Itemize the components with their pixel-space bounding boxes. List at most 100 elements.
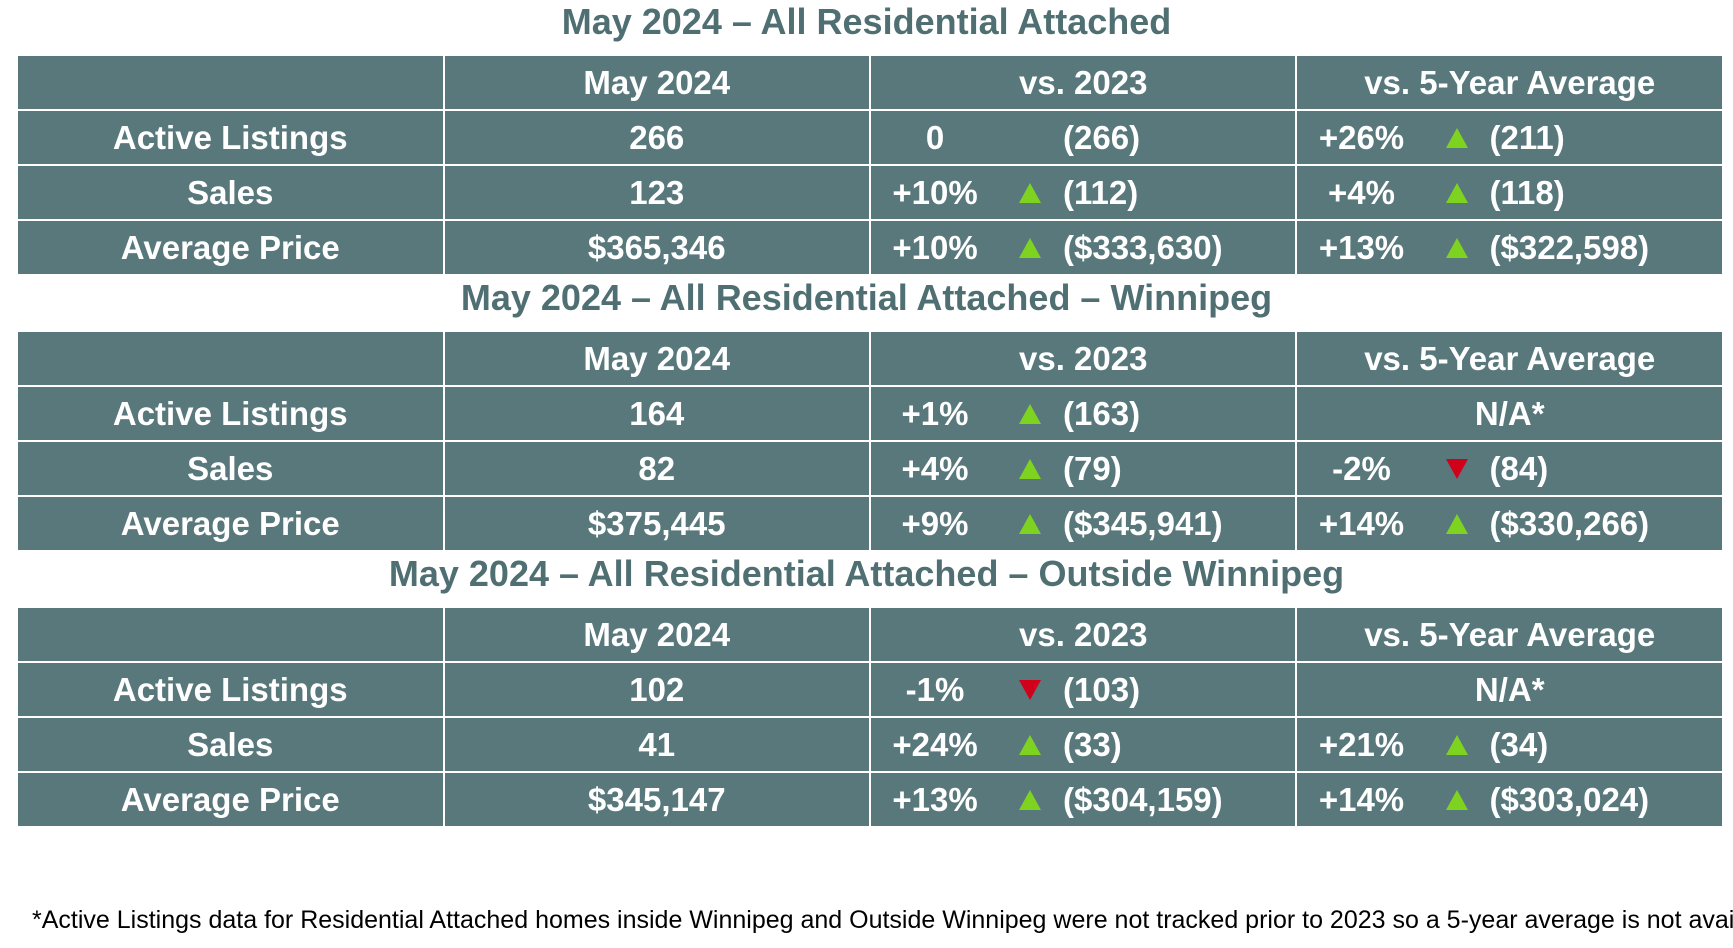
percent-change: -1% — [868, 661, 1000, 718]
arrow-up-icon — [1445, 237, 1468, 258]
percent-change: 0 — [868, 109, 1000, 166]
current-value: $375,445 — [442, 495, 871, 552]
current-value: $365,346 — [442, 219, 871, 276]
percent-change: +13% — [868, 771, 1000, 828]
comparison-cell: (211) — [1425, 109, 1725, 166]
percent-change: +10% — [868, 164, 1000, 221]
arrow-up-icon — [1445, 734, 1468, 755]
comparison-cell: ($304,159) — [999, 771, 1298, 828]
arrow-up-icon — [1019, 734, 1042, 755]
percent-change: +24% — [868, 716, 1000, 773]
stats-table: May 2024 vs. 2023 vs. 5-Year Average Active… — [16, 54, 1725, 276]
comparison-cell: (266) — [999, 109, 1298, 166]
footnote: *Active Listings data for Residential At… — [32, 906, 1733, 934]
table-row-active-listings: Active Listings 102 -1% (103) N/A* — [16, 661, 1724, 718]
arrow-up-icon — [1445, 789, 1468, 810]
comparison-cell: ($333,630) — [999, 219, 1298, 276]
comparison-cell: (103) — [999, 661, 1298, 718]
column-header — [16, 606, 445, 663]
not-available-value: N/A* — [1295, 661, 1724, 718]
row-label: Active Listings — [16, 385, 445, 442]
arrow-up-icon — [1445, 127, 1468, 148]
previous-value: ($303,024) — [1489, 780, 1650, 818]
column-header: May 2024 — [442, 54, 871, 111]
stats-table: May 2024 vs. 2023 vs. 5-Year Average Active… — [16, 606, 1725, 828]
column-header — [16, 54, 445, 111]
previous-value: (118) — [1489, 173, 1565, 211]
row-label: Sales — [16, 440, 445, 497]
current-value: 82 — [442, 440, 871, 497]
row-label: Average Price — [16, 771, 445, 828]
previous-value: (103) — [1063, 670, 1141, 708]
previous-value: (211) — [1489, 118, 1565, 156]
table-row-sales: Sales 41 +24% (33) +21% (34) — [16, 716, 1725, 773]
arrow-up-icon — [1019, 458, 1042, 479]
comparison-cell: ($330,266) — [1425, 495, 1725, 552]
percent-change: +10% — [868, 219, 1000, 276]
previous-value: ($345,941) — [1063, 504, 1223, 542]
previous-value: ($330,266) — [1489, 504, 1650, 542]
comparison-cell: ($345,941) — [999, 495, 1298, 552]
header-row: May 2024 vs. 2023 vs. 5-Year Average — [16, 54, 1724, 111]
percent-change: +14% — [1295, 495, 1426, 552]
arrow-up-icon — [1445, 513, 1468, 534]
table-title: May 2024 – All Residential Attached – Wi… — [460, 277, 1273, 318]
column-header: vs. 2023 — [868, 606, 1298, 663]
arrow-up-icon — [1019, 789, 1042, 810]
column-header: vs. 5-Year Average — [1295, 606, 1724, 663]
comparison-cell: (33) — [999, 716, 1298, 773]
current-value: 164 — [442, 385, 871, 442]
row-label: Average Price — [16, 219, 445, 276]
comparison-cell: (163) — [999, 385, 1298, 442]
column-header: vs. 2023 — [868, 54, 1298, 111]
table-title: May 2024 – All Residential Attached – Ou… — [388, 553, 1345, 594]
column-header: May 2024 — [442, 330, 871, 387]
column-header: vs. 2023 — [868, 330, 1298, 387]
header-row: May 2024 vs. 2023 vs. 5-Year Average — [16, 606, 1724, 663]
arrow-up-icon — [1019, 182, 1042, 203]
percent-change: -2% — [1295, 440, 1426, 497]
row-label: Average Price — [16, 495, 445, 552]
table-row-sales: Sales 82 +4% (79) -2% (84) — [16, 440, 1725, 497]
previous-value: (84) — [1489, 449, 1549, 487]
column-header: vs. 5-Year Average — [1295, 330, 1724, 387]
comparison-cell: (118) — [1425, 164, 1725, 221]
row-label: Active Listings — [16, 661, 445, 718]
percent-change: +13% — [1295, 219, 1426, 276]
comparison-cell: (84) — [1425, 440, 1725, 497]
percent-change: +26% — [1295, 109, 1426, 166]
percent-change: +4% — [1295, 164, 1426, 221]
previous-value: ($304,159) — [1063, 780, 1223, 818]
column-header — [16, 330, 445, 387]
arrow-up-icon — [1445, 182, 1468, 203]
previous-value: ($333,630) — [1063, 228, 1223, 266]
table-row-average-price: Average Price $375,445 +9% ($345,941) +14% ($… — [16, 495, 1725, 552]
table-row-active-listings: Active Listings 164 +1% (163) N/A* — [16, 385, 1724, 442]
current-value: 266 — [442, 109, 871, 166]
current-value: 41 — [442, 716, 871, 773]
table-row-average-price: Average Price $365,346 +10% ($333,630) +13% (… — [16, 219, 1725, 276]
percent-change: +1% — [868, 385, 1000, 442]
comparison-cell: (112) — [999, 164, 1298, 221]
comparison-cell: (79) — [999, 440, 1298, 497]
comparison-cell: ($322,598) — [1425, 219, 1725, 276]
table-title: May 2024 – All Residential Attached — [561, 1, 1172, 42]
percent-change: +4% — [868, 440, 1000, 497]
row-label: Active Listings — [16, 109, 445, 166]
arrow-up-icon — [1019, 513, 1042, 534]
percent-change: +9% — [868, 495, 1000, 552]
previous-value: (163) — [1063, 394, 1141, 432]
previous-value: ($322,598) — [1489, 228, 1650, 266]
percent-change: +14% — [1295, 771, 1426, 828]
arrow-up-icon — [1019, 403, 1042, 424]
previous-value: (34) — [1489, 725, 1549, 763]
comparison-cell: ($303,024) — [1425, 771, 1725, 828]
header-row: May 2024 vs. 2023 vs. 5-Year Average — [16, 330, 1724, 387]
previous-value: (33) — [1063, 725, 1122, 763]
percent-change: +21% — [1295, 716, 1426, 773]
current-value: 123 — [442, 164, 871, 221]
column-header: May 2024 — [442, 606, 871, 663]
row-label: Sales — [16, 716, 445, 773]
previous-value: (79) — [1063, 449, 1122, 487]
column-header: vs. 5-Year Average — [1295, 54, 1724, 111]
